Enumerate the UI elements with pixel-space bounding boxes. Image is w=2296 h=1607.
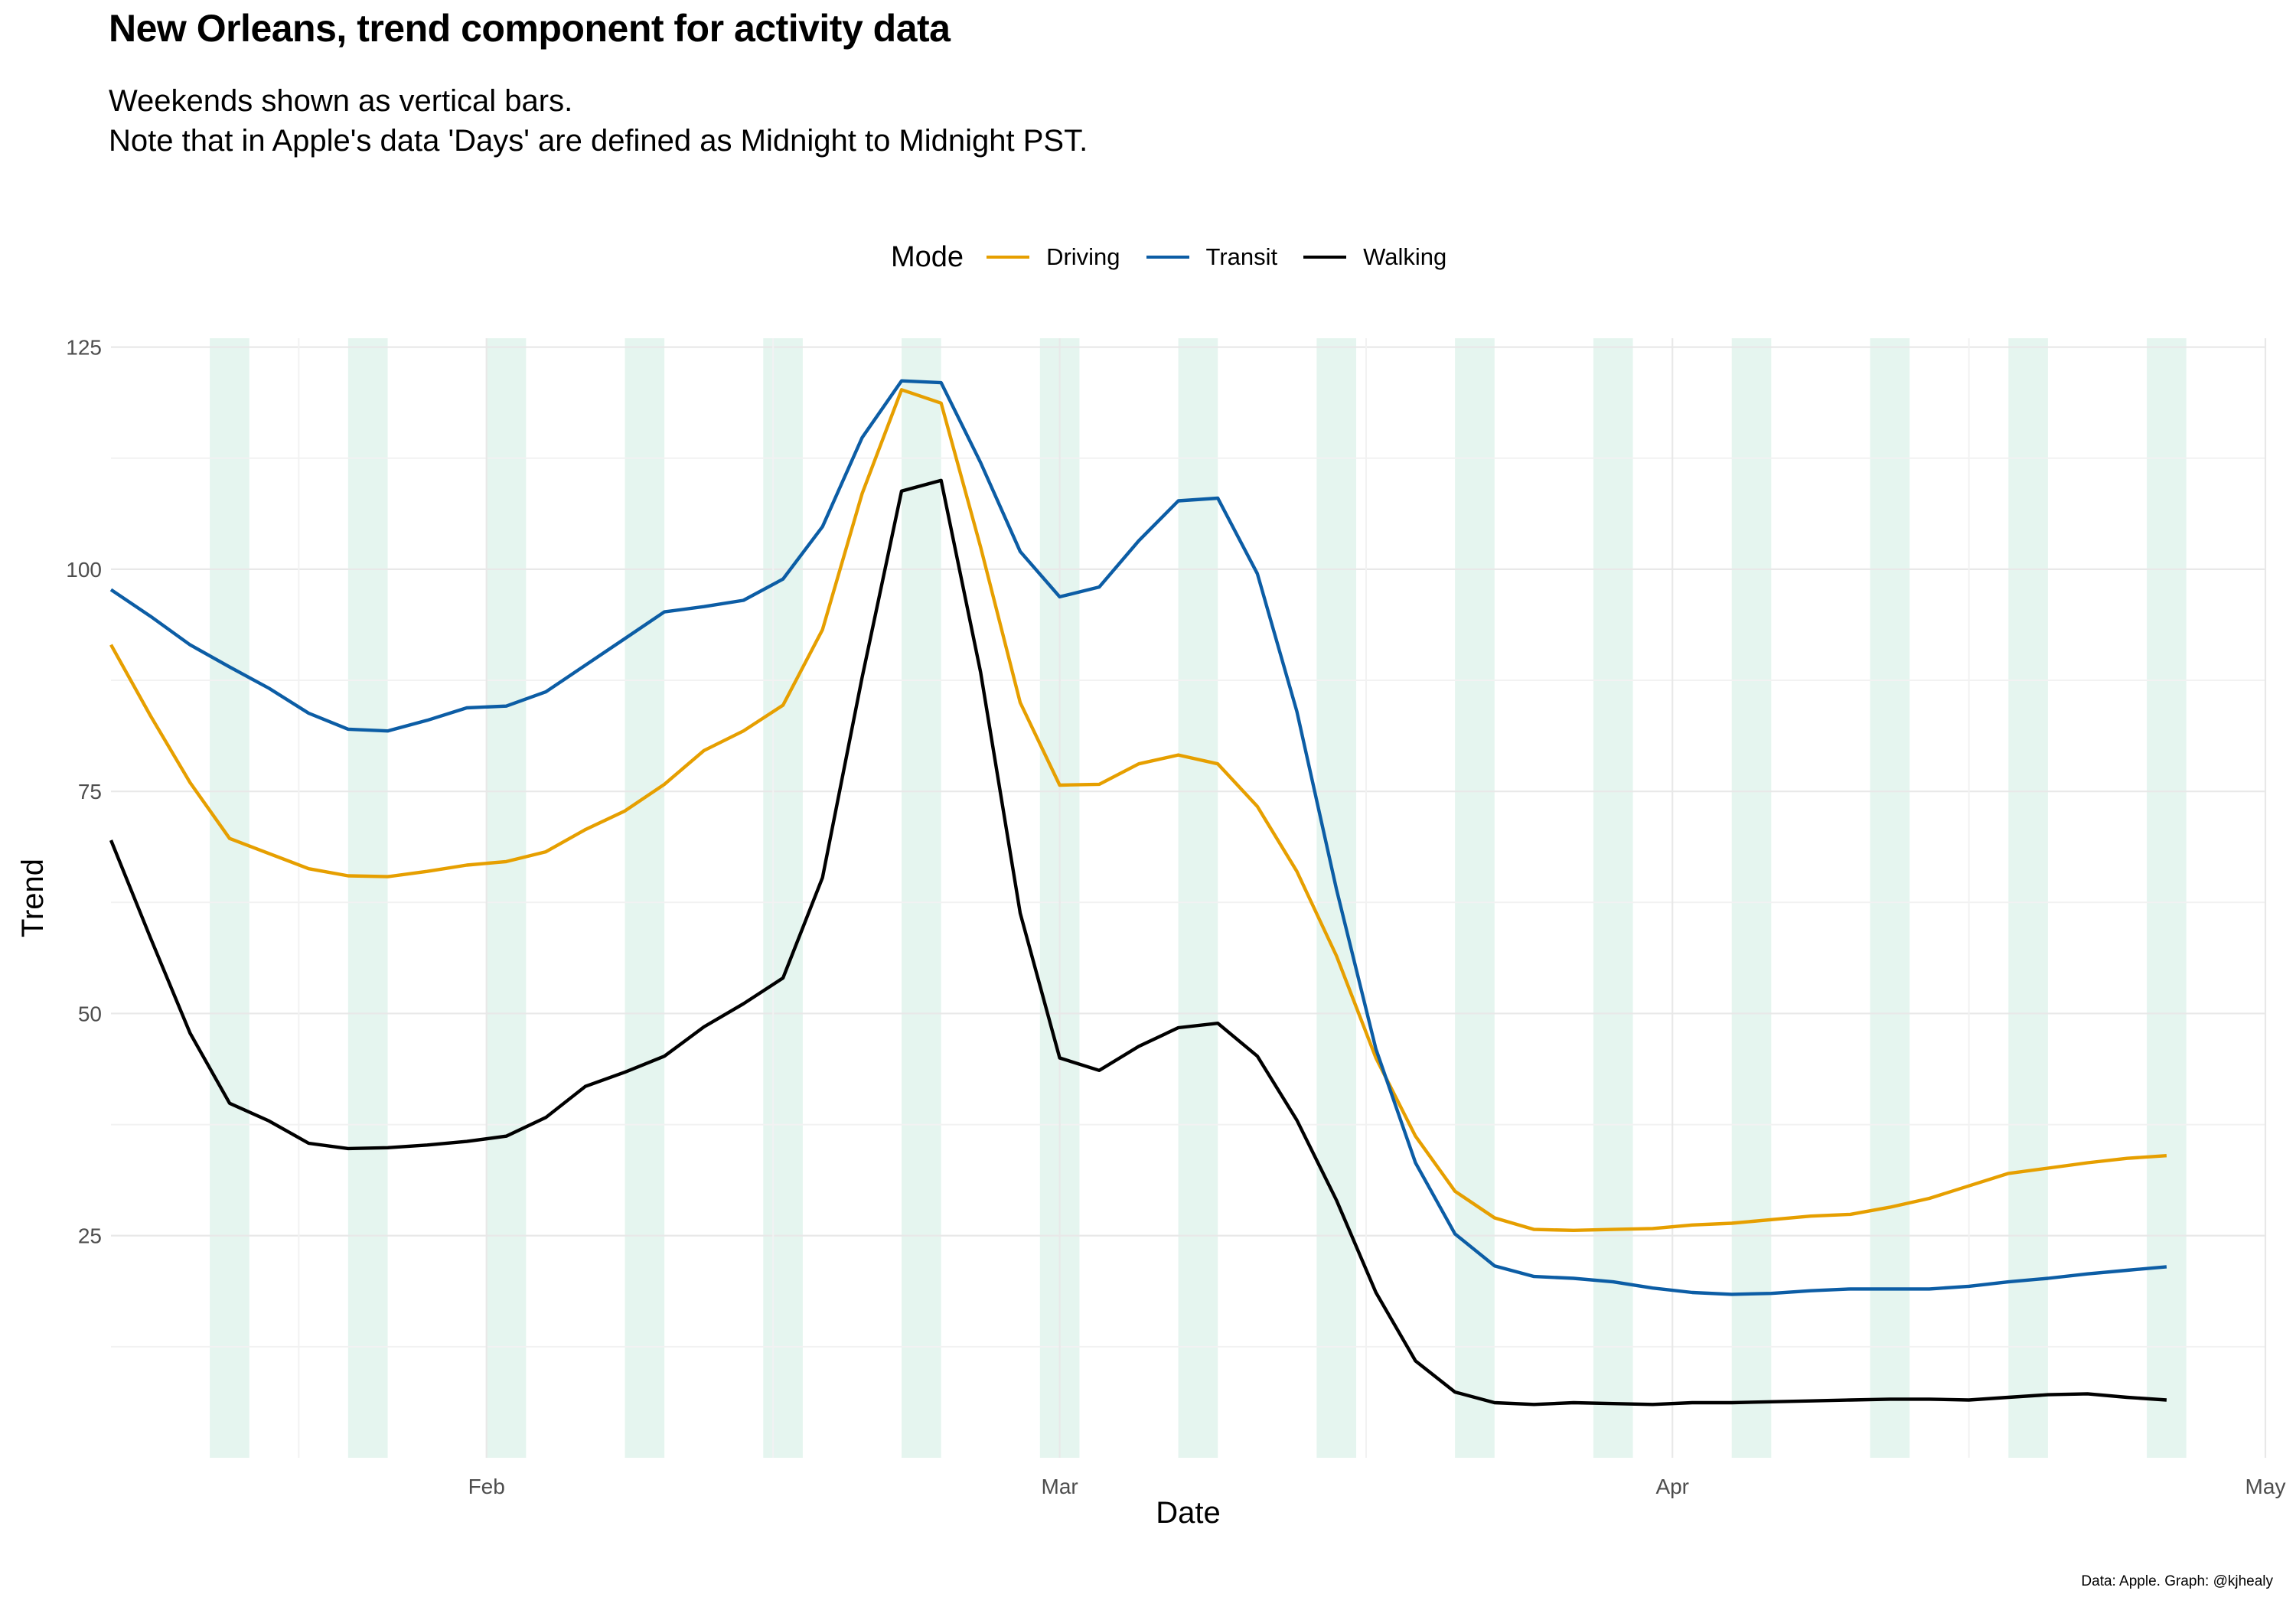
y-tick-label-3: 75 [78,780,102,804]
legend: Mode Driving Transit Walking [891,236,1473,279]
x-tick-label-feb: Feb [468,1475,505,1498]
y-tick-label-1: 25 [78,1224,102,1248]
legend-label-driving: Driving [1046,243,1120,270]
weekend-bar-6 [902,338,941,1458]
gridlines [111,338,2267,1458]
y-tick-label-2: 50 [78,1002,102,1025]
series-line-transit [109,379,2167,1296]
weekend-bar-12 [1731,338,1772,1458]
y-axis-title: Trend [16,859,50,937]
legend-key-walking [1303,256,1347,259]
weekend-bars [210,338,2187,1458]
axes: 25 50 75 100 125 Feb Mar Apr May Date Trend [16,336,2285,1530]
chart-title: New Orleans, trend component for activit… [109,7,951,50]
subtitle-line-2: Note that in Apple's data 'Days' are def… [109,124,1088,158]
legend-item-walking: Walking [1303,243,1446,271]
legend-key-driving [987,256,1030,259]
weekend-bar-10 [1455,338,1495,1458]
weekend-bar-4 [625,338,665,1458]
chart-subtitle: Weekends shown as vertical bars. Note th… [109,81,1088,161]
legend-item-driving: Driving [987,243,1120,271]
legend-key-transit [1146,256,1189,259]
x-tick-label-apr: Apr [1655,1475,1689,1498]
weekend-bar-14 [2008,338,2048,1458]
weekend-bar-5 [763,338,803,1458]
weekend-bar-9 [1316,338,1357,1458]
legend-title: Mode [891,240,964,273]
legend-label-walking: Walking [1363,243,1447,270]
legend-label-transit: Transit [1205,243,1278,270]
series-line-walking [109,478,2167,1407]
legend-item-transit: Transit [1146,243,1278,271]
x-axis-title: Date [1156,1496,1221,1530]
x-tick-label-mar: Mar [1042,1475,1078,1498]
subtitle-line-1: Weekends shown as vertical bars. [109,84,573,118]
weekend-bar-8 [1178,338,1218,1458]
series-line-driving [109,388,2167,1233]
y-tick-label-5: 125 [66,336,102,360]
chart-caption: Data: Apple. Graph: @kjhealy [2081,1573,2273,1589]
x-tick-label-may: May [2245,1475,2286,1498]
weekend-bar-2 [347,338,388,1458]
weekend-bar-11 [1593,338,1633,1458]
weekend-bar-3 [486,338,527,1458]
y-tick-label-4: 100 [66,558,102,582]
weekend-bar-13 [1870,338,1910,1458]
series-lines [109,379,2167,1407]
weekend-bar-1 [210,338,249,1458]
weekend-bar-15 [2147,338,2187,1458]
